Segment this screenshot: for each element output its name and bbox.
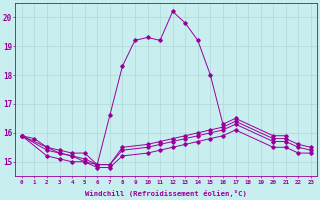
X-axis label: Windchill (Refroidissement éolien,°C): Windchill (Refroidissement éolien,°C) (85, 190, 247, 197)
